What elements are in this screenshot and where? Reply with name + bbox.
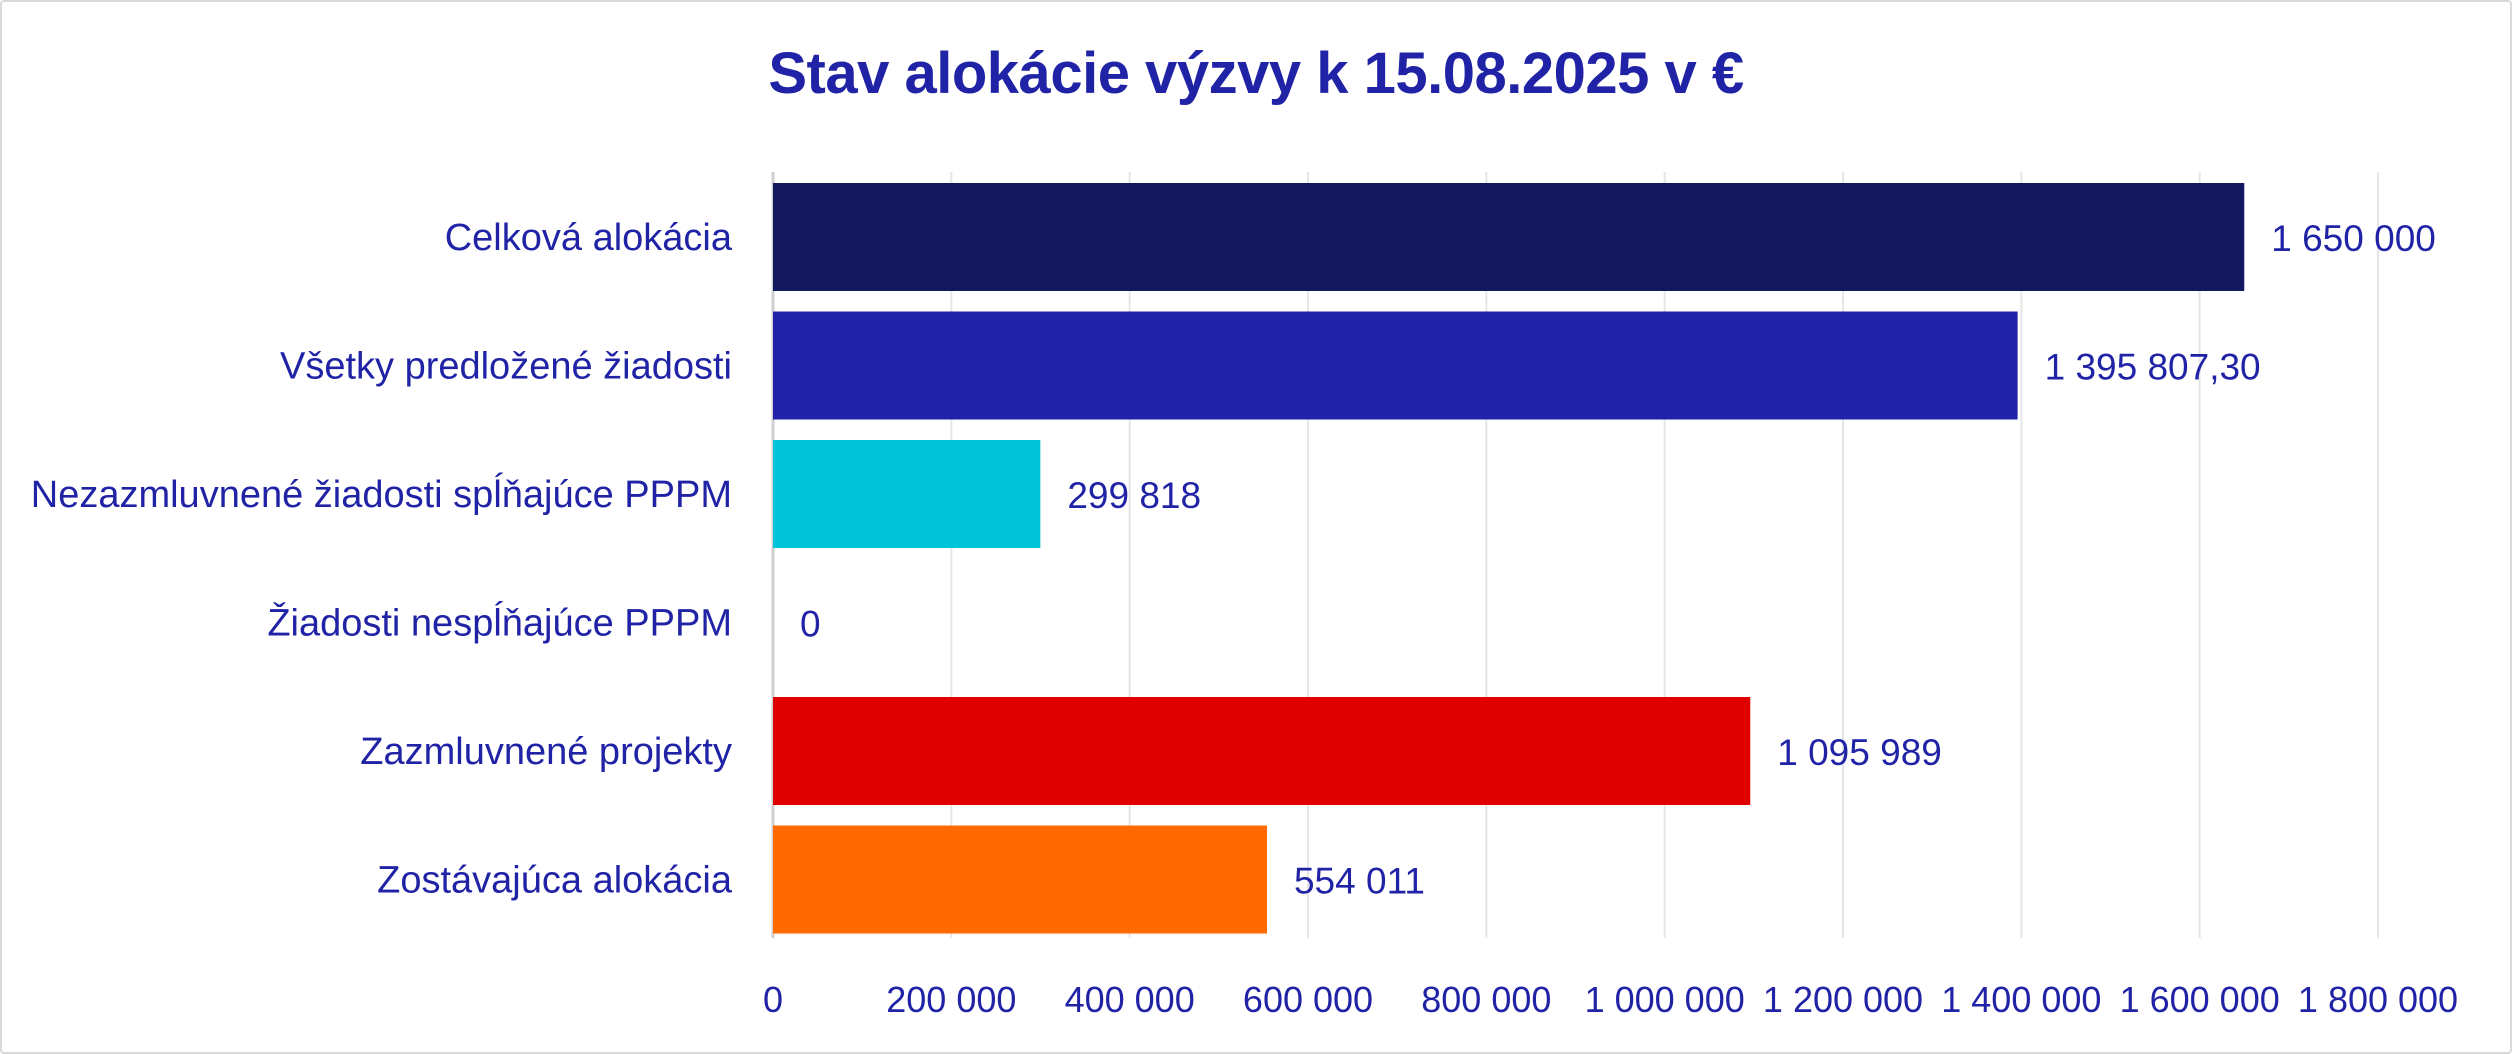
category-label: Žiadosti nespĺňajúce PPPM — [267, 600, 732, 645]
category-label: Všetky predložené žiadosti — [280, 346, 732, 388]
bar — [773, 697, 1751, 805]
category-labels: Celková alokácia Všetky predložené žiados… — [31, 217, 733, 902]
bar — [773, 825, 1267, 934]
x-tick-label: 0 — [763, 979, 783, 1020]
category-label: Zostávajúca alokácia — [377, 860, 733, 902]
value-label: 299 818 — [1067, 475, 1201, 516]
bars — [773, 183, 2245, 934]
bar — [773, 183, 2245, 291]
value-label: 1 395 807,30 — [2045, 347, 2261, 388]
bar — [773, 440, 1041, 548]
category-label: Celková alokácia — [445, 217, 733, 259]
value-labels: 1 650 000 1 395 807,30 299 818 0 1 095 989 55… — [800, 218, 2436, 902]
x-tick-label: 1 800 000 — [2298, 979, 2458, 1020]
bar — [773, 311, 2018, 420]
category-label: Nezazmluvnené žiadosti spĺňajúce PPPM — [31, 471, 732, 516]
x-tick-label: 1 000 000 — [1585, 979, 1745, 1020]
x-tick-label: 1 200 000 — [1763, 979, 1923, 1020]
x-tick-label: 1 600 000 — [2120, 979, 2280, 1020]
chart-title: Stav alokácie výzvy k 15.08.2025 v € — [768, 41, 1744, 106]
value-label: 0 — [800, 604, 821, 645]
category-label: Zazmluvnené projekty — [360, 731, 732, 773]
value-label: 1 650 000 — [2271, 218, 2436, 259]
x-tick-label: 1 400 000 — [1941, 979, 2101, 1020]
value-label: 554 011 — [1294, 861, 1425, 902]
x-tick-label: 200 000 — [886, 979, 1016, 1020]
x-axis-tick-labels: 0 200 000 400 000 600 000 800 000 1 000 000 1 … — [763, 979, 2458, 1020]
value-label: 1 095 989 — [1777, 732, 1942, 773]
x-tick-label: 600 000 — [1243, 979, 1373, 1020]
x-tick-label: 800 000 — [1421, 979, 1551, 1020]
x-tick-label: 400 000 — [1065, 979, 1195, 1020]
grid-lines — [771, 172, 2379, 938]
